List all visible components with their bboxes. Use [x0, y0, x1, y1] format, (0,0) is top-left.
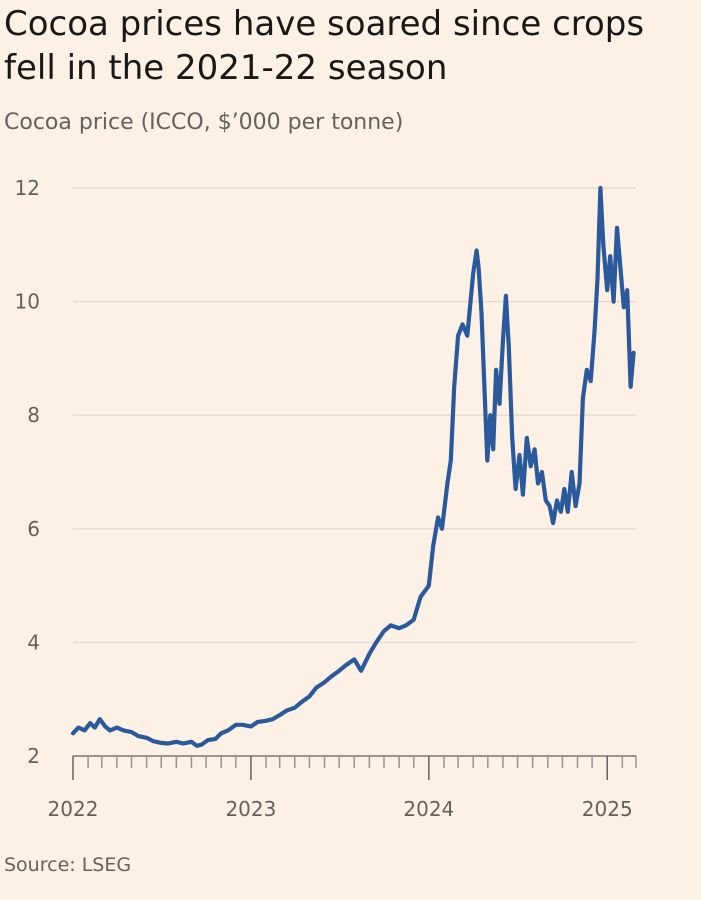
y-tick-label: 4 — [27, 630, 40, 654]
series-layer — [70, 185, 636, 748]
x-tick-label: 2025 — [582, 797, 633, 821]
gridlines — [73, 187, 636, 644]
x-axis-labels: 2022 2023 2024 2025 — [48, 797, 633, 821]
x-tick-label: 2022 — [48, 797, 99, 821]
x-tick-label: 2023 — [225, 797, 276, 821]
x-tick-label: 2024 — [403, 797, 454, 821]
y-tick-label: 6 — [27, 517, 40, 541]
chart-subtitle: Cocoa price (ICCO, $’000 per tonne) — [4, 110, 404, 135]
y-tick-label: 10 — [15, 290, 40, 314]
y-axis-labels: 2 4 6 8 10 12 — [15, 176, 40, 768]
source-note: Source: LSEG — [4, 854, 132, 876]
series-line-0 — [70, 185, 636, 748]
line-chart: 2 4 6 8 10 12 2022 2023 2024 2025 — [15, 176, 637, 821]
y-tick-label: 12 — [15, 176, 40, 200]
chart-title: Cocoa prices have soared since crops fel… — [4, 4, 645, 88]
y-tick-label: 8 — [27, 403, 40, 427]
x-axis — [72, 755, 637, 780]
y-tick-label: 2 — [27, 744, 40, 768]
